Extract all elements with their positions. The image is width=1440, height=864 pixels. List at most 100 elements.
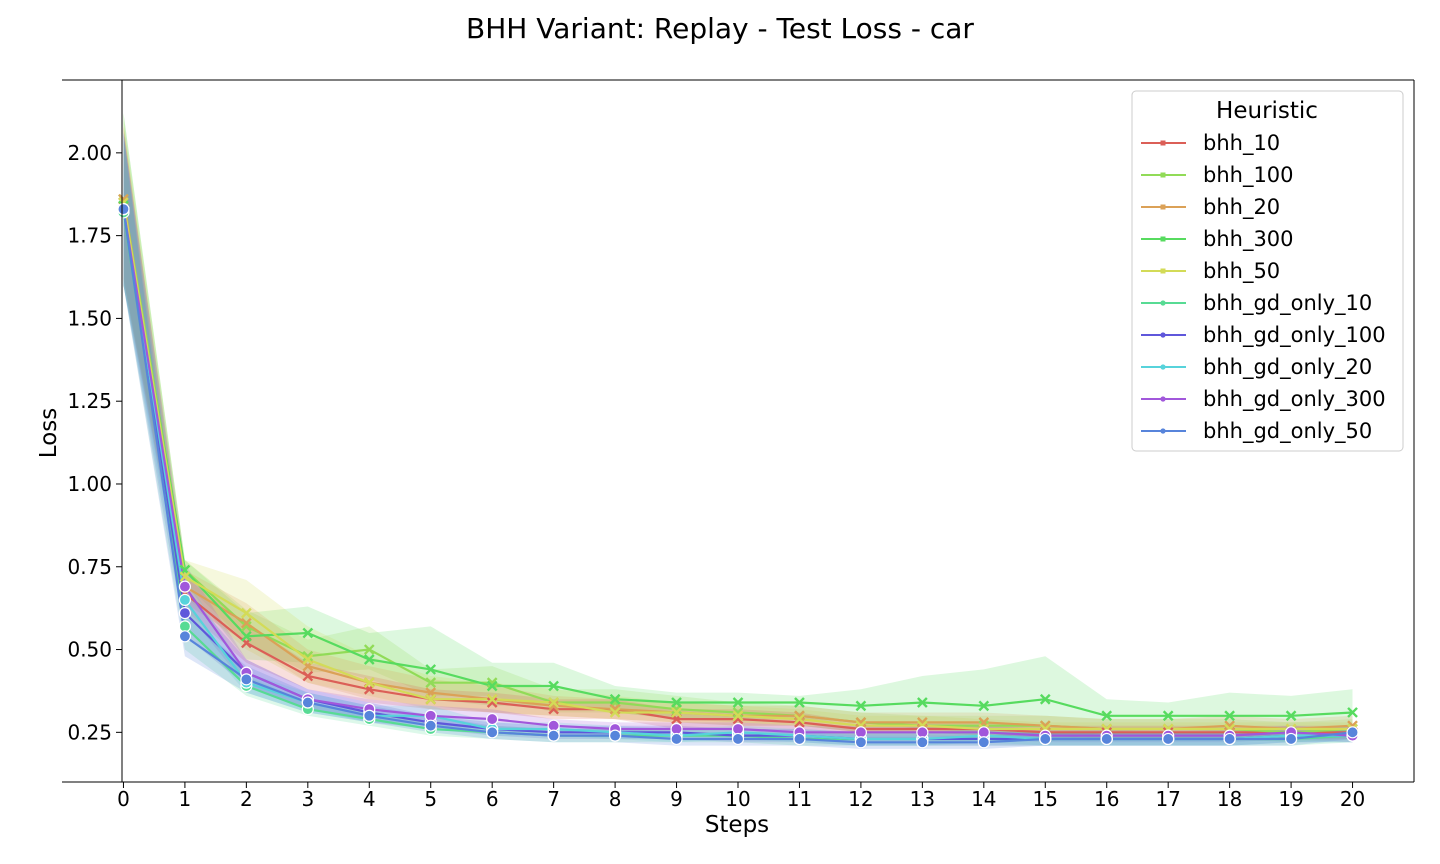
point-bhh_gd_only_50-16 <box>1100 732 1113 746</box>
x-tick-label-11: 11 <box>787 787 812 811</box>
point-bhh_gd_only_50-9 <box>670 732 683 746</box>
point-bhh_gd_only_50-3 <box>301 696 314 709</box>
x-tick-label-9: 9 <box>670 787 683 811</box>
point-bhh_10-3 <box>302 670 314 682</box>
point-bhh_300-7 <box>548 680 559 692</box>
point-bhh_gd_only_50-2 <box>240 673 253 686</box>
legend-label-bhh_10: bhh_10 <box>1203 131 1280 156</box>
point-bhh_20-8 <box>609 703 621 715</box>
legend-item-bhh_20: bhh_20 <box>1141 195 1280 220</box>
legend-marker-bhh_10 <box>1160 140 1166 146</box>
point-bhh_300-9 <box>671 697 682 708</box>
x-tick-label-7: 7 <box>547 787 560 811</box>
point-bhh_20-7 <box>548 700 559 712</box>
x-tick-label-5: 5 <box>424 787 437 811</box>
legend-label-bhh_gd_only_100: bhh_gd_only_100 <box>1203 323 1386 348</box>
chart-title: BHH Variant: Replay - Test Loss - car <box>466 12 974 45</box>
legend-marker-bhh_gd_only_50 <box>1160 428 1166 434</box>
point-bhh_300-16 <box>1101 710 1113 722</box>
point-bhh_300-20 <box>1347 707 1358 718</box>
point-bhh_50-8 <box>609 707 621 718</box>
legend-label-bhh_300: bhh_300 <box>1203 227 1294 252</box>
point-bhh_20-13 <box>917 717 928 728</box>
legend-items: bhh_10 bhh_100 bhh_20 bhh_300 bhh_50 bhh_gd_o… <box>1141 131 1386 444</box>
legend-marker-bhh_300 <box>1160 236 1166 242</box>
point-bhh_gd_only_50-13 <box>916 736 929 749</box>
point-bhh_50-5 <box>425 693 437 705</box>
y-tick-label-1.50: 1.50 <box>67 306 112 330</box>
point-bhh_100-6 <box>486 677 498 689</box>
point-bhh_20-11 <box>794 710 805 722</box>
legend-item-bhh_300: bhh_300 <box>1141 227 1294 252</box>
legend: Heuristic bhh_10bhh_100bhh_20bhh_300bhh_… <box>1131 90 1404 452</box>
point-bhh_gd_only_50-18 <box>1223 732 1236 746</box>
legend-box <box>1131 90 1404 452</box>
x-tick-label-3: 3 <box>301 787 314 811</box>
point-bhh_gd_only_50-14 <box>977 736 990 749</box>
legend-marker-bhh_gd_only_100 <box>1160 332 1166 338</box>
legend-item-bhh_50: bhh_50 <box>1141 259 1280 284</box>
x-tick-label-1: 1 <box>179 787 192 811</box>
point-bhh_gd_only_50-5 <box>424 719 437 732</box>
y-tick-label-2.00: 2.00 <box>67 141 112 165</box>
point-bhh_gd_only_50-7 <box>547 729 560 742</box>
point-bhh_300-15 <box>1039 693 1051 705</box>
legend-marker-bhh_100 <box>1160 172 1166 178</box>
point-bhh_50-2 <box>241 607 252 619</box>
point-bhh_50-7 <box>548 697 559 708</box>
point-bhh_100-2 <box>241 621 252 632</box>
point-bhh_20-18 <box>1224 720 1235 732</box>
legend-label-bhh_gd_only_300: bhh_gd_only_300 <box>1203 387 1386 412</box>
point-bhh_300-3 <box>302 627 314 639</box>
legend-item-bhh_10: bhh_10 <box>1141 131 1280 156</box>
point-bhh_300-14 <box>978 700 990 712</box>
legend-item-bhh_gd_only_300: bhh_gd_only_300 <box>1141 387 1386 412</box>
legend-title: Heuristic <box>1216 98 1318 124</box>
x-tick-label-19: 19 <box>1278 787 1303 811</box>
y-tick-label-0.75: 0.75 <box>67 555 112 579</box>
legend-label-bhh_50: bhh_50 <box>1203 259 1280 284</box>
legend-item-bhh_gd_only_100: bhh_gd_only_100 <box>1141 323 1386 348</box>
legend-label-bhh_gd_only_20: bhh_gd_only_20 <box>1203 355 1372 380</box>
point-bhh_300-18 <box>1224 710 1235 722</box>
point-bhh_300-12 <box>855 700 867 712</box>
x-tick-label-13: 13 <box>910 787 935 811</box>
y-tick-label-1.75: 1.75 <box>67 224 112 248</box>
point-bhh_20-2 <box>241 617 252 629</box>
point-bhh_gd_only_50-20 <box>1346 726 1359 739</box>
point-bhh_gd_only_50-15 <box>1039 732 1052 746</box>
y-tick-label-1.00: 1.00 <box>67 472 112 496</box>
legend-item-bhh_gd_only_20: bhh_gd_only_20 <box>1141 355 1372 380</box>
point-bhh_300-17 <box>1162 710 1174 722</box>
point-bhh_gd_only_20-1 <box>178 593 192 606</box>
point-bhh_gd_only_50-8 <box>608 729 622 742</box>
point-bhh_gd_only_50-0 <box>117 203 130 216</box>
point-bhh_gd_only_50-10 <box>731 732 745 746</box>
point-bhh_gd_only_50-6 <box>486 726 499 739</box>
point-bhh_gd_only_50-4 <box>363 709 376 722</box>
point-bhh_300-4 <box>363 654 375 665</box>
point-bhh_gd_only_100-1 <box>178 607 192 620</box>
point-bhh_50-1 <box>179 571 191 583</box>
point-bhh_50-11 <box>794 713 805 725</box>
point-bhh_300-5 <box>425 664 437 675</box>
point-bhh_10-6 <box>486 697 498 708</box>
point-bhh_20-12 <box>855 717 867 728</box>
point-bhh_gd_only_50-19 <box>1284 732 1298 746</box>
point-bhh_100-3 <box>302 650 314 662</box>
x-tick-label-18: 18 <box>1217 787 1242 811</box>
x-tick-label-17: 17 <box>1155 787 1180 811</box>
point-bhh_300-6 <box>486 680 498 692</box>
point-bhh_50-4 <box>363 677 375 689</box>
point-bhh_gd_only_50-11 <box>793 732 806 746</box>
y-axis-ticks: 0.25 0.50 0.75 1.00 1.25 1.50 1.75 2.00 <box>67 141 122 744</box>
point-bhh_300-19 <box>1285 710 1297 722</box>
point-bhh_300-2 <box>241 630 252 642</box>
x-tick-label-0: 0 <box>117 787 130 811</box>
legend-marker-bhh_gd_only_20 <box>1160 364 1166 370</box>
point-bhh_100-10 <box>732 707 744 718</box>
legend-label-bhh_20: bhh_20 <box>1203 195 1280 220</box>
x-tick-label-8: 8 <box>609 787 622 811</box>
series-markers <box>117 193 1359 749</box>
